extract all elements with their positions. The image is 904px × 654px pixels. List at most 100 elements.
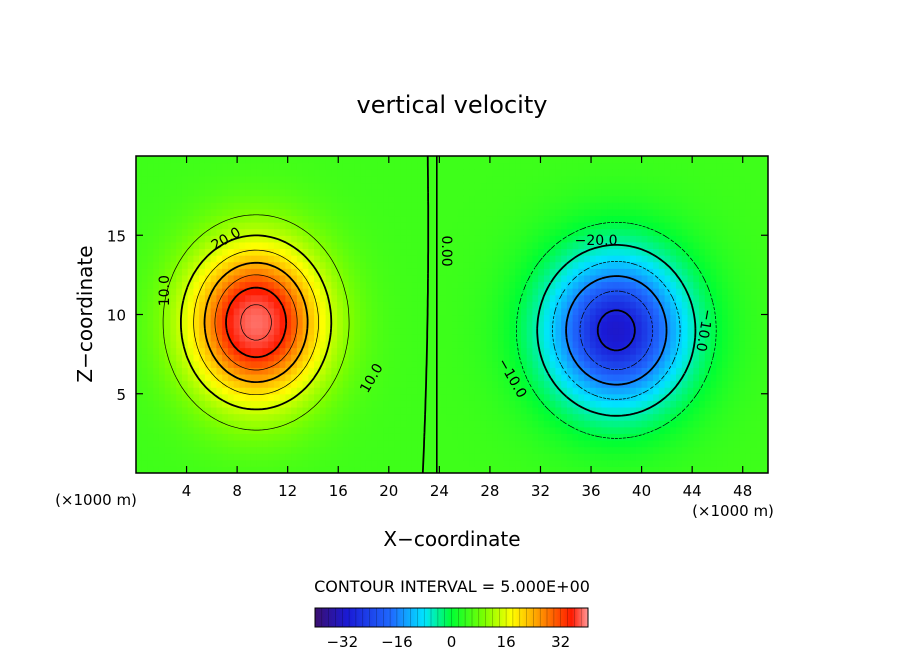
field-cell bbox=[727, 439, 735, 448]
field-cell bbox=[406, 314, 413, 322]
field-cell bbox=[572, 347, 579, 355]
field-cell bbox=[354, 156, 361, 164]
field-cell bbox=[268, 380, 275, 388]
field-cell bbox=[285, 387, 292, 395]
field-cell bbox=[699, 202, 706, 210]
field-cell bbox=[199, 360, 206, 368]
field-cell bbox=[503, 195, 511, 203]
field-cell bbox=[653, 340, 660, 349]
field-cell bbox=[406, 241, 413, 250]
field-cell bbox=[406, 301, 413, 309]
field-cell bbox=[434, 248, 442, 256]
field-cell bbox=[601, 301, 608, 309]
field-cell bbox=[607, 406, 614, 415]
field-cell bbox=[543, 446, 551, 454]
field-cell bbox=[365, 228, 373, 236]
field-cell bbox=[584, 367, 591, 375]
field-cell bbox=[492, 453, 499, 461]
field-cell bbox=[704, 433, 712, 441]
field-cell bbox=[676, 387, 683, 395]
field-cell bbox=[549, 281, 557, 289]
field-cell bbox=[693, 453, 700, 461]
field-cell bbox=[394, 334, 401, 342]
field-cell bbox=[538, 215, 545, 223]
field-cell bbox=[497, 420, 505, 428]
field-cell bbox=[256, 400, 263, 408]
field-cell bbox=[647, 228, 654, 236]
field-cell bbox=[222, 222, 229, 230]
field-cell bbox=[429, 400, 436, 408]
field-cell bbox=[147, 340, 154, 349]
field-cell bbox=[693, 228, 700, 236]
field-cell bbox=[337, 241, 344, 250]
field-cell bbox=[520, 393, 528, 401]
field-cell bbox=[222, 288, 229, 296]
field-cell bbox=[555, 393, 562, 401]
field-cell bbox=[584, 321, 591, 329]
field-cell bbox=[181, 354, 189, 362]
field-cell bbox=[227, 202, 235, 210]
field-cell bbox=[285, 420, 292, 428]
field-cell bbox=[503, 367, 511, 375]
field-cell bbox=[681, 261, 689, 269]
field-cell bbox=[302, 235, 309, 243]
field-cell bbox=[446, 413, 453, 421]
field-cell bbox=[687, 413, 694, 421]
field-cell bbox=[727, 334, 735, 342]
field-cell bbox=[411, 367, 419, 375]
field-cell bbox=[515, 360, 522, 368]
field-cell bbox=[612, 195, 620, 203]
field-cell bbox=[216, 400, 223, 408]
field-cell bbox=[543, 222, 551, 230]
field-cell bbox=[486, 439, 493, 448]
field-cell bbox=[515, 182, 522, 190]
field-cell bbox=[727, 241, 735, 250]
field-cell bbox=[227, 459, 235, 467]
field-cell bbox=[170, 314, 177, 322]
field-cell bbox=[474, 466, 482, 473]
field-cell bbox=[285, 222, 292, 230]
field-cell bbox=[141, 393, 149, 401]
field-cell bbox=[302, 446, 309, 454]
field-cell bbox=[538, 380, 545, 388]
field-cell bbox=[670, 301, 677, 309]
field-cell bbox=[526, 393, 534, 401]
field-cell bbox=[664, 387, 671, 395]
field-cell bbox=[233, 387, 241, 395]
field-cell bbox=[262, 307, 269, 316]
field-cell bbox=[388, 235, 396, 243]
field-cell bbox=[423, 321, 430, 329]
field-cell bbox=[670, 354, 677, 362]
field-cell bbox=[635, 156, 643, 164]
field-cell bbox=[411, 420, 419, 428]
field-cell bbox=[474, 222, 482, 230]
field-cell bbox=[681, 294, 689, 302]
field-cell bbox=[457, 169, 465, 177]
field-cell bbox=[245, 380, 252, 388]
field-cell bbox=[319, 301, 327, 309]
field-cell bbox=[664, 373, 671, 382]
field-cell bbox=[480, 334, 488, 342]
field-cell bbox=[681, 189, 689, 197]
field-cell bbox=[383, 420, 390, 428]
field-cell bbox=[474, 255, 482, 263]
field-cell bbox=[578, 439, 585, 448]
field-cell bbox=[584, 222, 591, 230]
field-cell bbox=[360, 459, 367, 467]
field-cell bbox=[176, 182, 183, 190]
field-cell bbox=[446, 248, 453, 256]
field-cell bbox=[446, 222, 453, 230]
field-cell bbox=[572, 393, 579, 401]
field-cell bbox=[595, 453, 602, 461]
field-cell bbox=[503, 162, 511, 170]
field-cell bbox=[176, 340, 183, 349]
field-cell bbox=[147, 288, 154, 296]
field-cell bbox=[474, 453, 482, 461]
field-cell bbox=[446, 288, 453, 296]
field-cell bbox=[572, 380, 579, 388]
field-cell bbox=[204, 453, 212, 461]
field-cell bbox=[354, 433, 361, 441]
field-cell bbox=[400, 268, 407, 276]
field-cell bbox=[722, 393, 729, 401]
field-cell bbox=[273, 340, 281, 349]
